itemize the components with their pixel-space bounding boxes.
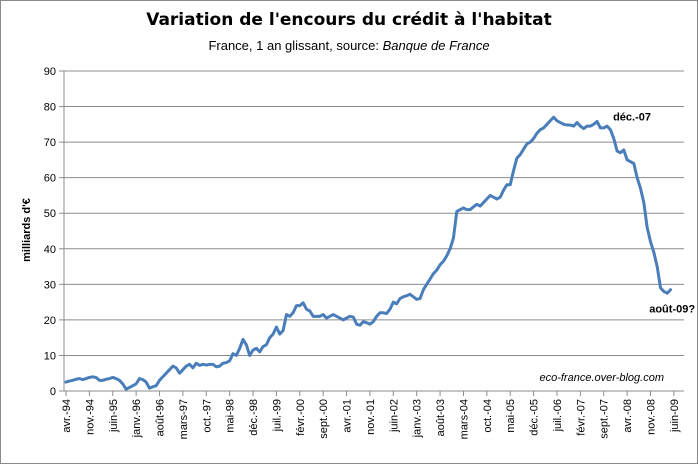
subtitle-source: Banque de France: [382, 38, 490, 53]
subtitle-prefix: France, 1 an glissant, source:: [208, 38, 383, 53]
x-tick-label: oct.-04: [482, 399, 494, 433]
x-tick-label: sept.-07: [599, 399, 611, 439]
y-tick-label: 70: [44, 137, 56, 149]
x-tick-labels: avr.-94 nov.-94 juin-95 janv.-96 août-96 mars…: [61, 391, 681, 439]
x-tick-label: sept.-00: [318, 399, 330, 439]
x-tick-label: août-03: [435, 399, 447, 436]
annotation-label: août-09?: [649, 304, 695, 316]
y-tick-label: 20: [44, 315, 56, 327]
x-tick-label: juin-02: [388, 399, 400, 433]
x-tick-label: janv.-96: [131, 399, 143, 438]
x-tick-label: juin-95: [108, 399, 120, 433]
x-tick-label: avr.-08: [622, 399, 634, 433]
x-tick-label: juil.-06: [552, 399, 564, 432]
watermark-text: eco-france.over-blog.com: [539, 372, 664, 384]
y-tick-label: 10: [44, 350, 56, 362]
y-tick-label: 40: [44, 244, 56, 256]
x-tick-label: mai-05: [505, 399, 517, 433]
y-tick-label: 80: [44, 102, 56, 114]
x-tick-label: mars-97: [178, 399, 190, 439]
x-tick-label: janv.-03: [412, 399, 424, 438]
x-tick-label: avr.-94: [61, 399, 73, 433]
y-tick-label: 30: [44, 279, 56, 291]
chart-title: Variation de l'encours du crédit à l'hab…: [146, 10, 552, 30]
annotations: déc.-07 août-09?: [613, 111, 695, 315]
x-tick-label: févr.-00: [295, 399, 307, 436]
y-tick-label: 90: [44, 66, 56, 78]
x-tick-label: août-96: [155, 399, 167, 436]
x-tick-label: nov.-01: [365, 399, 377, 435]
series-line: [64, 115, 673, 391]
x-tick-label: mars-04: [458, 399, 470, 439]
x-tick-label: févr.-07: [575, 399, 587, 436]
x-tick-label: juil.-99: [271, 399, 283, 432]
y-tick-labels: 0 10 20 30 40 50 60 70 80 90: [44, 66, 56, 398]
x-tick-label: déc.-05: [529, 399, 541, 436]
chart-subtitle: France, 1 an glissant, source: Banque de…: [0, 38, 698, 53]
axes: [63, 71, 684, 392]
x-tick-label: mai-98: [225, 399, 237, 433]
y-tick-label: 60: [44, 173, 56, 185]
x-tick-label: déc.-98: [248, 399, 260, 436]
y-axis-label: milliards d'€: [21, 198, 33, 262]
gridlines: [59, 70, 684, 392]
y-tick-label: 0: [50, 386, 56, 398]
y-tick-label: 50: [44, 208, 56, 220]
x-tick-label: oct.-97: [201, 399, 213, 433]
annotation-label: déc.-07: [613, 111, 651, 123]
x-tick-label: nov.-94: [84, 399, 96, 435]
x-tick-label: juin-09: [669, 399, 681, 433]
x-tick-label: avr.-01: [342, 399, 354, 433]
x-tick-label: nov.-08: [646, 399, 658, 435]
